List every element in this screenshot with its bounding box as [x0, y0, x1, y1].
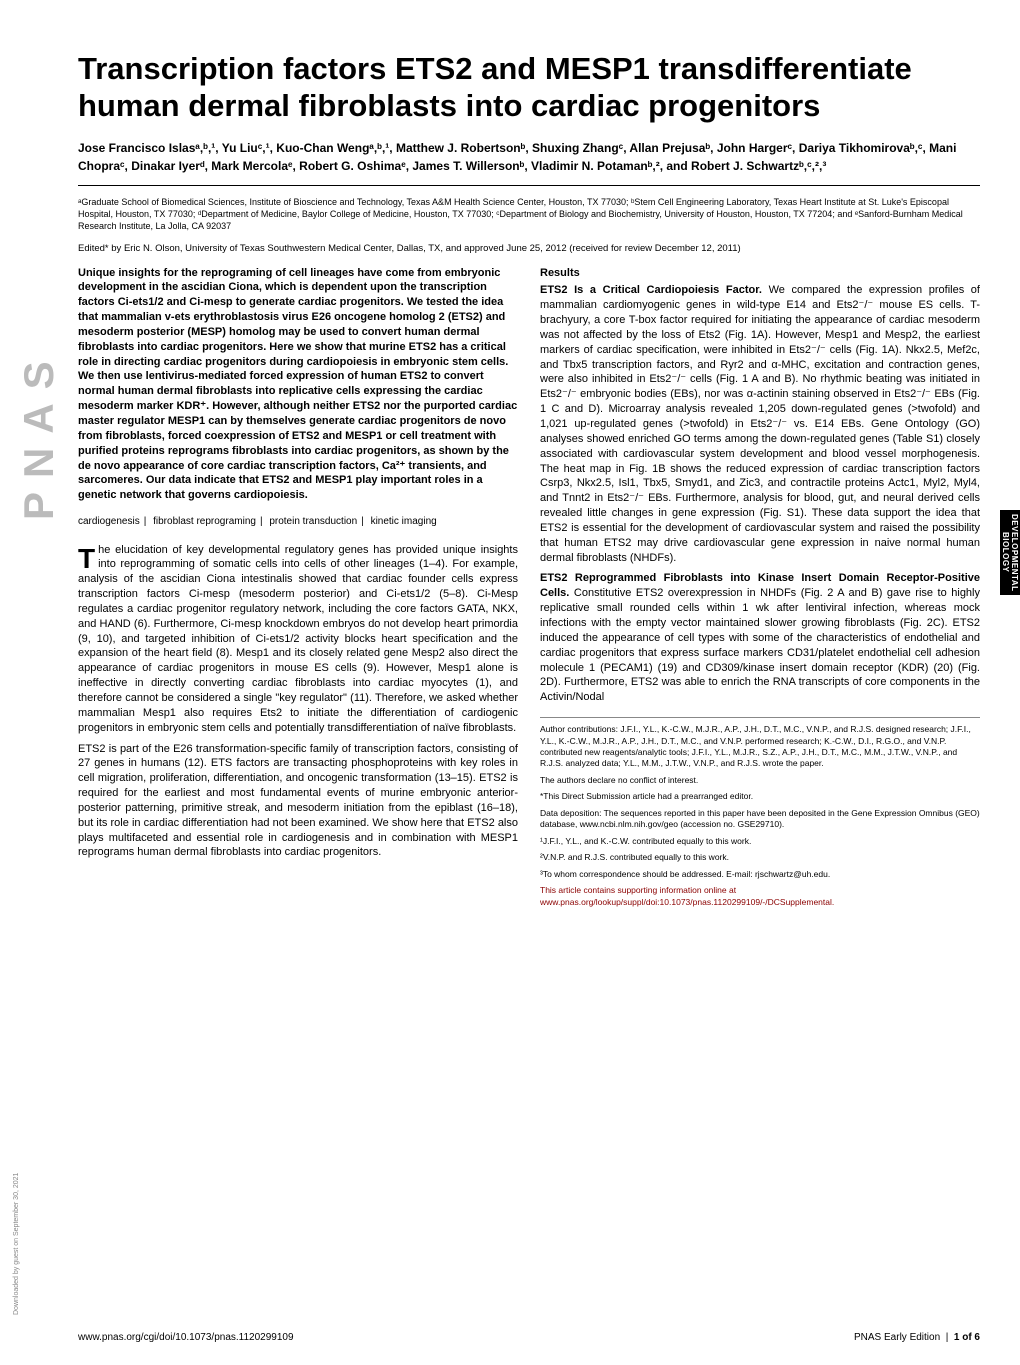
footnote-equal-2: ²V.N.P. and R.J.S. contributed equally t… [540, 852, 980, 863]
intro-paragraph-1: The elucidation of key developmental reg… [78, 543, 518, 736]
edited-by-line: Edited* by Eric N. Olson, University of … [78, 243, 980, 254]
intro-paragraph-2: ETS2 is part of the E26 transformation-s… [78, 742, 518, 861]
results-text-2: Constitutive ETS2 overexpression in NHDF… [540, 587, 980, 703]
divider-top [78, 185, 980, 186]
keywords: cardiogenesis| fibroblast reprograming| … [78, 515, 518, 529]
footnote-correspondence: ³To whom correspondence should be addres… [540, 869, 980, 880]
footer-page-number: 1 of 6 [954, 1332, 980, 1343]
footnote-data-deposition: Data deposition: The sequences reported … [540, 808, 980, 831]
abstract: Unique insights for the reprograming of … [78, 266, 518, 504]
footnote-conflict: The authors declare no conflict of inter… [540, 775, 980, 786]
footer-page-info: PNAS Early Edition | 1 of 6 [854, 1332, 980, 1343]
results-heading: Results [540, 266, 980, 281]
footnotes-block: Author contributions: J.F.I., Y.L., K.-C… [540, 717, 980, 908]
footer-doi: www.pnas.org/cgi/doi/10.1073/pnas.112029… [78, 1332, 294, 1343]
section-tab-biology: DEVELOPMENTAL BIOLOGY [1000, 510, 1020, 595]
keyword: fibroblast reprograming [153, 516, 256, 527]
download-note: Downloaded by guest on September 30, 202… [13, 1173, 20, 1315]
keyword: protein transduction [269, 516, 357, 527]
footnote-supplemental: This article contains supporting informa… [540, 885, 980, 908]
footnote-author-contributions: Author contributions: J.F.I., Y.L., K.-C… [540, 724, 980, 770]
keyword: cardiogenesis [78, 516, 140, 527]
article-title: Transcription factors ETS2 and MESP1 tra… [78, 50, 980, 124]
results-subheading-1: ETS2 Is a Critical Cardiopoiesis Factor. [540, 284, 762, 296]
affiliations: ᵃGraduate School of Biomedical Sciences,… [78, 196, 980, 232]
footer-edition: PNAS Early Edition [854, 1332, 940, 1343]
footnote-editor: *This Direct Submission article had a pr… [540, 791, 980, 802]
results-paragraph-1: ETS2 Is a Critical Cardiopoiesis Factor.… [540, 283, 980, 565]
keyword: kinetic imaging [371, 516, 437, 527]
footnote-equal-1: ¹J.F.I., Y.L., and K.-C.W. contributed e… [540, 836, 980, 847]
results-text-1: We compared the expression profiles of m… [540, 284, 980, 563]
pnas-watermark: PNAS [15, 347, 63, 520]
results-paragraph-2: ETS2 Reprogrammed Fibroblasts into Kinas… [540, 571, 980, 705]
author-list: Jose Francisco Islasᵃ,ᵇ,¹, Yu Liuᶜ,¹, Ku… [78, 140, 980, 175]
page-footer: www.pnas.org/cgi/doi/10.1073/pnas.112029… [78, 1332, 980, 1343]
